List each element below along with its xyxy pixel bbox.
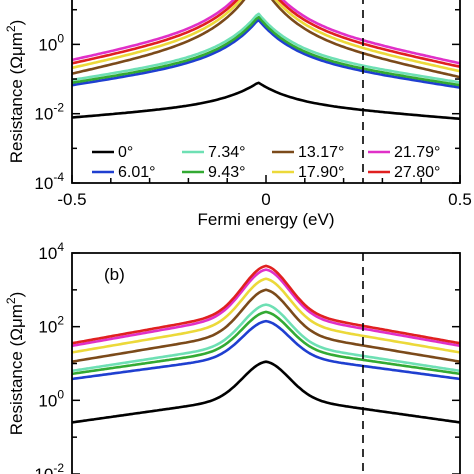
legend-label: 6.01° <box>118 164 156 181</box>
panel-a-y-ticks: 10-4 10-2 100 <box>34 8 460 193</box>
panel-b-curves <box>71 264 461 424</box>
x-tick-label: 0.5 <box>448 190 472 209</box>
panel-a-x-axis-label: Fermi energy (eV) <box>198 210 335 229</box>
legend-label: 7.34° <box>208 144 246 161</box>
x-tick-label: 0 <box>261 190 270 209</box>
y-tick-label: 104 <box>38 240 64 263</box>
y-tick-label: 10-2 <box>34 101 64 124</box>
series-line-a-27-80 <box>71 0 461 68</box>
legend-label: 0° <box>118 144 133 161</box>
legend-label: 27.80° <box>394 164 440 181</box>
panel-a-legend: 0° 6.01° 7.34° 9.43° 13.17° 17.90° 21.79° 27.80… <box>92 144 440 181</box>
series-line-b-6-01 <box>71 319 461 381</box>
series-line-b-7-34 <box>71 303 461 373</box>
series-line-b-21-79 <box>71 268 461 348</box>
panel-a: 0° 6.01° 7.34° 9.43° 13.17° 17.90° 21.79° 27.80… <box>4 0 472 229</box>
series-line-a-7-34 <box>71 12 461 84</box>
legend-label: 9.43° <box>208 164 246 181</box>
series-line-b-27-80 <box>71 264 461 345</box>
legend-item-13-17: 13.17° <box>272 144 344 161</box>
series-line-a-0 <box>71 81 461 121</box>
y-tick-label: 10-4 <box>34 170 64 193</box>
y-tick-label: 100 <box>38 31 64 54</box>
series-line-b-13-17 <box>71 288 461 363</box>
series-line-a-17-90 <box>71 0 461 73</box>
panel-b-y-ticks: 10-2 100 102 104 <box>34 240 460 474</box>
series-line-a-13-17 <box>71 0 461 79</box>
y-tick-label: 100 <box>38 387 64 410</box>
y-tick-label: 102 <box>38 314 64 337</box>
legend-label: 21.79° <box>394 144 440 161</box>
legend-item-9-43: 9.43° <box>182 164 246 181</box>
legend-item-7-34: 7.34° <box>182 144 246 161</box>
series-line-a-21-79 <box>71 0 461 65</box>
legend-item-6-01: 6.01° <box>92 164 156 181</box>
panel-a-x-ticks: -0.5 0 0.5 <box>57 175 472 209</box>
series-line-a-9-43 <box>71 15 461 87</box>
panel-b-label: (b) <box>104 265 125 284</box>
panel-a-curves <box>71 0 461 121</box>
series-line-b-17-90 <box>71 277 461 354</box>
panel-b: 10-2 100 102 104 (b) Resistance (Ωμm2) <box>4 240 461 474</box>
series-line-b-9-43 <box>71 310 461 376</box>
x-tick-label: -0.5 <box>57 190 86 209</box>
legend-label: 13.17° <box>298 144 344 161</box>
legend-label: 17.90° <box>298 164 344 181</box>
legend-item-27-80: 27.80° <box>368 164 440 181</box>
legend-item-21-79: 21.79° <box>368 144 440 161</box>
series-line-a-6-01 <box>71 18 461 89</box>
panel-a-y-axis-label: Resistance (Ωμm2) <box>4 20 26 164</box>
y-tick-label: 10-2 <box>34 461 64 474</box>
legend-item-0: 0° <box>92 144 133 161</box>
panel-b-frame <box>71 252 461 474</box>
panel-b-y-axis-label: Resistance (Ωμm2) <box>4 292 26 436</box>
series-line-b-0 <box>71 360 461 424</box>
legend-item-17-90: 17.90° <box>272 164 344 181</box>
